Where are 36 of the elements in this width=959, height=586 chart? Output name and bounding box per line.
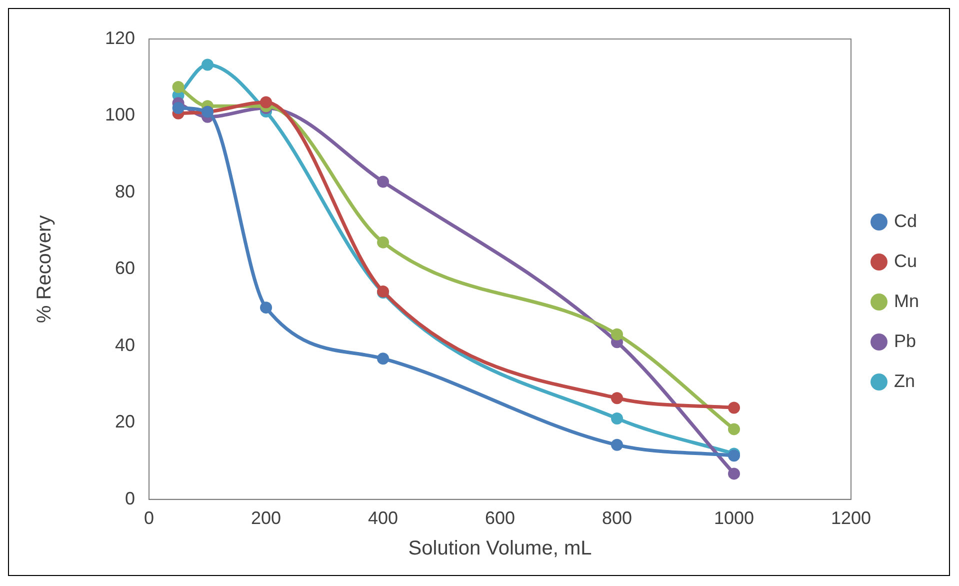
- y-tick-label: 60: [115, 258, 136, 278]
- point: [172, 80, 184, 93]
- x-tick-label: 400: [368, 508, 398, 528]
- x-tick-label: 1000: [714, 508, 754, 528]
- y-tick-label: 100: [104, 104, 136, 125]
- x-axis-title: Solution Volume, mL: [408, 538, 592, 560]
- point: [728, 468, 740, 480]
- legend-label: Zn: [894, 370, 916, 391]
- y-tick-label: 20: [115, 412, 136, 432]
- point: [611, 412, 624, 424]
- y-tick-label: 80: [115, 181, 136, 202]
- point: [611, 438, 624, 451]
- point: [728, 423, 740, 436]
- x-tick-label: 800: [602, 508, 632, 528]
- x-tick-label: 1200: [830, 508, 872, 528]
- y-axis-title: % Recovery: [34, 215, 56, 324]
- y-tick-label: 120: [104, 28, 136, 48]
- point: [728, 402, 740, 414]
- x-tick-label: 200: [251, 508, 282, 528]
- legend-label: Cd: [894, 210, 918, 231]
- x-tick-label: 0: [144, 508, 154, 528]
- point: [202, 58, 214, 71]
- y-tick-label: 0: [125, 488, 136, 508]
- legend-label: Mn: [894, 290, 920, 311]
- point: [260, 96, 272, 108]
- point: [611, 392, 624, 404]
- point: [172, 102, 184, 114]
- x-tick-label: 600: [484, 508, 516, 528]
- point: [377, 176, 390, 188]
- point: [260, 302, 272, 314]
- point: [611, 328, 624, 340]
- legend-label: Pb: [894, 330, 916, 351]
- point: [377, 236, 390, 248]
- y-tick-label: 40: [115, 334, 136, 355]
- legend-label: Cu: [894, 250, 918, 271]
- point: [377, 352, 390, 365]
